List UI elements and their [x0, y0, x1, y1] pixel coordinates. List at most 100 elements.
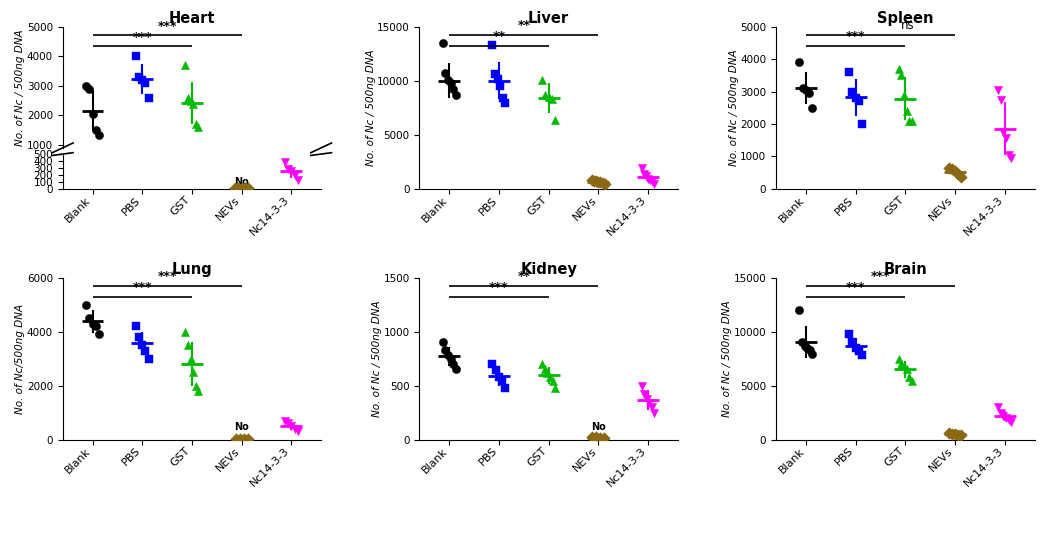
Point — [127, 322, 144, 331]
Point — [541, 373, 558, 381]
Point — [445, 360, 462, 368]
Point — [794, 84, 811, 93]
Point — [796, 341, 813, 350]
Point — [77, 81, 94, 90]
Point — [591, 434, 608, 442]
Point — [289, 166, 306, 175]
Point — [227, 184, 243, 192]
Point — [953, 173, 970, 181]
Point — [190, 386, 207, 395]
Point — [447, 91, 464, 99]
Point — [231, 435, 248, 443]
Point — [646, 180, 663, 189]
Point — [137, 79, 154, 87]
Point — [534, 76, 551, 84]
Point — [445, 85, 462, 94]
Point — [277, 158, 294, 167]
Y-axis label: No. of Nc / 500ng DNA: No. of Nc / 500ng DNA — [372, 300, 382, 417]
Text: **: ** — [517, 270, 530, 282]
Point — [236, 170, 253, 178]
Point — [442, 79, 459, 87]
Point — [854, 120, 870, 128]
Text: ***: *** — [133, 31, 152, 44]
Point — [236, 184, 253, 192]
Point — [286, 170, 303, 179]
Point — [944, 429, 960, 438]
Point — [993, 408, 1009, 417]
Point — [185, 99, 202, 108]
Point — [230, 170, 247, 178]
Point — [899, 107, 915, 115]
Point — [233, 170, 250, 178]
Y-axis label: No. of Nc/500ng DNA: No. of Nc/500ng DNA — [16, 303, 25, 414]
Text: ***: *** — [158, 270, 177, 282]
Title: Liver: Liver — [528, 11, 570, 26]
Point — [187, 120, 204, 129]
Point — [633, 164, 650, 173]
Text: **: ** — [492, 30, 506, 43]
Point — [791, 306, 808, 314]
Point — [235, 435, 252, 443]
Text: **: ** — [517, 19, 530, 32]
Point — [140, 93, 157, 102]
Point — [88, 80, 104, 89]
Point — [890, 354, 907, 363]
Point — [995, 128, 1012, 136]
Point — [633, 381, 650, 390]
Point — [641, 399, 657, 407]
Point — [791, 58, 808, 66]
Point — [901, 373, 918, 381]
Text: ***: *** — [845, 30, 865, 43]
Point — [847, 94, 864, 102]
Point — [239, 435, 256, 443]
Text: No: No — [234, 176, 249, 187]
Point — [585, 176, 602, 185]
Point — [131, 333, 147, 341]
Point — [990, 86, 1006, 94]
Point — [547, 383, 563, 392]
Point — [230, 184, 247, 192]
Point — [447, 365, 464, 374]
Point — [646, 408, 663, 417]
Point — [228, 435, 245, 443]
Point — [593, 178, 609, 187]
Point — [484, 41, 501, 49]
Point — [642, 176, 658, 184]
Point — [904, 377, 921, 385]
Point — [644, 177, 660, 185]
Point — [635, 169, 652, 178]
Point — [437, 69, 454, 78]
Point — [950, 170, 967, 178]
Point — [442, 354, 459, 363]
Point — [1003, 154, 1020, 162]
Point — [440, 351, 457, 360]
Point — [177, 327, 193, 336]
Point — [893, 71, 910, 80]
Point — [896, 91, 912, 99]
Point — [180, 93, 196, 102]
Point — [190, 123, 207, 131]
Point — [233, 184, 250, 192]
Point — [841, 330, 858, 338]
Point — [88, 126, 104, 135]
Point — [88, 322, 104, 331]
Point — [804, 103, 820, 112]
Point — [536, 365, 553, 374]
Point — [588, 177, 605, 185]
Point — [187, 381, 204, 390]
Point — [182, 354, 199, 363]
Text: No: No — [591, 422, 606, 432]
Point — [993, 95, 1009, 104]
Y-axis label: No. of Nc / 500ng DNA: No. of Nc / 500ng DNA — [722, 300, 733, 417]
Point — [440, 76, 457, 84]
Point — [890, 65, 907, 73]
Point — [286, 425, 303, 433]
Point — [640, 175, 656, 183]
Point — [547, 115, 563, 124]
Point — [896, 362, 912, 370]
Point — [596, 434, 612, 442]
Point — [998, 414, 1015, 422]
Point — [544, 377, 561, 385]
Point — [91, 330, 108, 339]
Point — [798, 344, 815, 352]
